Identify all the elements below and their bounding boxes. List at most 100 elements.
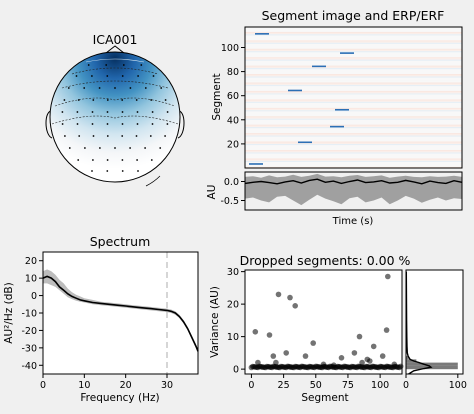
- image-row: [245, 64, 462, 66]
- image-row: [245, 102, 462, 105]
- sensor-dot: [106, 99, 109, 101]
- sensor-dot: [136, 159, 139, 161]
- image-row: [245, 100, 462, 102]
- segment-point: [379, 353, 386, 359]
- image-row: [245, 122, 462, 124]
- spectrum-x-tick-label: 0: [40, 380, 46, 391]
- sensor-dot: [91, 111, 94, 113]
- image-row: [245, 125, 462, 128]
- image-row: [245, 135, 462, 137]
- sensor-dot: [105, 64, 108, 66]
- dropped-bg: [245, 270, 402, 374]
- sensor-dot: [151, 111, 154, 113]
- sensor-dot: [160, 87, 163, 89]
- image-row: [245, 57, 462, 59]
- image-row: [245, 164, 462, 166]
- sensor-dot: [106, 123, 109, 125]
- sensor-dot: [121, 111, 124, 113]
- segment-point: [270, 353, 277, 359]
- image-row: [245, 81, 462, 83]
- image-row: [245, 153, 462, 155]
- image-row: [245, 40, 462, 42]
- sensor-dot: [106, 159, 109, 161]
- image-row: [245, 49, 462, 52]
- segment-point: [283, 350, 290, 356]
- image-row: [245, 111, 462, 113]
- image-row: [245, 166, 462, 168]
- dropped-panel: 0 25 50 75 100 0 10 20 30 Segment Variance (AU): [209, 267, 404, 404]
- segment-point: [383, 327, 390, 333]
- erp-y-tick-label: 0.0: [224, 177, 239, 188]
- sensor-dot: [91, 123, 94, 125]
- sensor-dot: [152, 75, 155, 77]
- sensor-dot: [92, 99, 95, 101]
- sensor-dot: [150, 99, 153, 101]
- segment-point: [266, 332, 273, 338]
- spectrum-y-tick-label: 0: [31, 291, 37, 302]
- image-row: [245, 117, 462, 119]
- image-row: [245, 140, 462, 142]
- spectrum-x-tick-label: 30: [161, 380, 173, 391]
- sensor-dot: [144, 87, 147, 89]
- image-row: [245, 133, 462, 135]
- image-row: [245, 130, 462, 132]
- image-row: [245, 161, 462, 164]
- image-row: [245, 143, 462, 146]
- segment-image-panel: 20 40 60 80 100 Segment: [211, 26, 463, 169]
- dropped-x-ticks: 0 25 50 75 100: [248, 374, 389, 391]
- sensor-dot: [166, 111, 169, 113]
- nose: [105, 45, 125, 54]
- sensor-dot: [122, 64, 125, 66]
- sensor-dot: [87, 64, 90, 66]
- image-row: [245, 107, 462, 109]
- image-row: [245, 61, 462, 64]
- spectrum-y-tick-label: -40: [21, 361, 37, 372]
- histogram-bar: [406, 362, 458, 366]
- dropped-y-tick-label: 20: [227, 300, 239, 311]
- segment-point: [370, 343, 377, 350]
- dropped-x-tick-label: 0: [248, 380, 254, 391]
- topomap-field: [50, 52, 180, 182]
- image-row: [245, 69, 462, 71]
- spectrum-x-ticks: 0 10 20 30: [40, 374, 173, 391]
- image-row: [245, 165, 462, 167]
- image-highlight: [335, 108, 349, 111]
- image-row: [245, 99, 462, 101]
- image-row: [245, 105, 462, 107]
- image-row: [245, 60, 462, 62]
- image-row: [245, 108, 462, 111]
- image-row: [245, 131, 462, 134]
- dropped-xlabel: Segment: [301, 392, 348, 404]
- image-y-tick-label: 60: [227, 91, 239, 102]
- sensor-dot: [67, 87, 70, 89]
- histogram-bar: [406, 359, 417, 363]
- histogram-density-line: [405, 271, 433, 375]
- dropped-y-tick-label: 0: [233, 365, 239, 376]
- image-row: [245, 142, 462, 144]
- image-row: [245, 87, 462, 89]
- image-highlight: [312, 65, 326, 68]
- image-row: [245, 65, 462, 67]
- image-row: [245, 151, 462, 153]
- erp-mean-line: [244, 178, 463, 185]
- sensor-dot: [92, 135, 95, 137]
- spectrum-panel: 0 10 20 30 20 10 0 -10 -20 -30 -40 Frequency (Hz)…: [3, 251, 199, 404]
- image-row: [245, 29, 462, 31]
- dropped-y-tick-label: 30: [227, 267, 239, 278]
- image-y-tick-label: 20: [227, 139, 239, 150]
- image-row: [245, 41, 462, 43]
- segment-point: [391, 361, 398, 368]
- image-row: [245, 141, 462, 143]
- spectrum-x-tick-label: 10: [78, 380, 90, 391]
- image-row: [245, 127, 462, 129]
- spectrum-y-ticks: 20 10 0 -10 -20 -30 -40: [21, 256, 43, 372]
- image-row: [245, 159, 462, 161]
- segment-point: [287, 294, 293, 301]
- image-row: [245, 59, 462, 61]
- spectrum-y-tick-label: 20: [25, 256, 37, 267]
- sensor-dot: [121, 75, 124, 77]
- dropped-frame: [244, 269, 403, 375]
- sensor-dot: [61, 123, 64, 125]
- sensor-dot: [76, 111, 79, 113]
- sensor-dot: [151, 123, 154, 125]
